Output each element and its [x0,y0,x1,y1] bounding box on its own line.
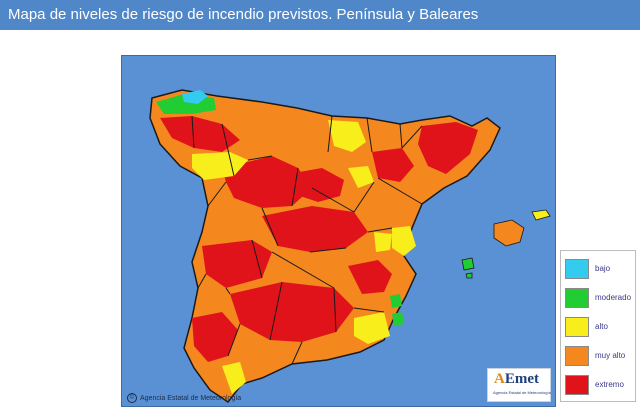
legend-swatch [565,288,589,308]
legend-label: bajo [595,264,611,273]
legend-label: moderado [595,293,632,302]
page-title: Mapa de niveles de riesgo de incendio pr… [8,6,479,23]
risk-extremo-zones [160,116,478,362]
province-borders [191,115,423,365]
menorca-island [531,209,551,221]
balearic-islands [461,209,551,279]
ibiza-island [461,257,475,271]
logo-subtitle: Agencia Estatal de Meteorología [493,390,551,395]
risk-alto-zones [192,120,416,394]
map-canvas [149,89,551,404]
risk-legend: bajo moderado alto muy alto extremo [560,250,636,402]
formentera-island [465,272,473,279]
aemet-logo: AEmet Agencia Estatal de Meteorología [487,368,551,402]
legend-swatch [565,346,589,366]
legend-item-alto: alto [565,317,635,339]
risk-bajo-zones [182,90,208,104]
legend-swatch [565,259,589,279]
legend-item-moderado: moderado [565,288,635,310]
legend-item-muy-alto: muy alto [565,346,635,368]
credit-text: Agencia Estatal de Meteorología [140,394,242,402]
legend-item-extremo: extremo [565,375,635,397]
legend-label: muy alto [595,351,626,360]
legend-swatch [565,317,589,337]
fire-risk-map: © Agencia Estatal de Meteorología AEmet A… [121,55,556,407]
copyright-icon: © [127,393,137,403]
legend-swatch [565,375,589,395]
title-bar: Mapa de niveles de riesgo de incendio pr… [0,0,640,30]
legend-label: alto [595,322,608,331]
mallorca-island [493,219,525,247]
map-credit: © Agencia Estatal de Meteorología [127,393,241,403]
legend-label: extremo [595,380,624,389]
legend-item-bajo: bajo [565,259,635,281]
logo-wordmark: AEmet [494,371,539,388]
logo-initial: A [494,371,505,387]
logo-rest: Emet [504,371,539,387]
